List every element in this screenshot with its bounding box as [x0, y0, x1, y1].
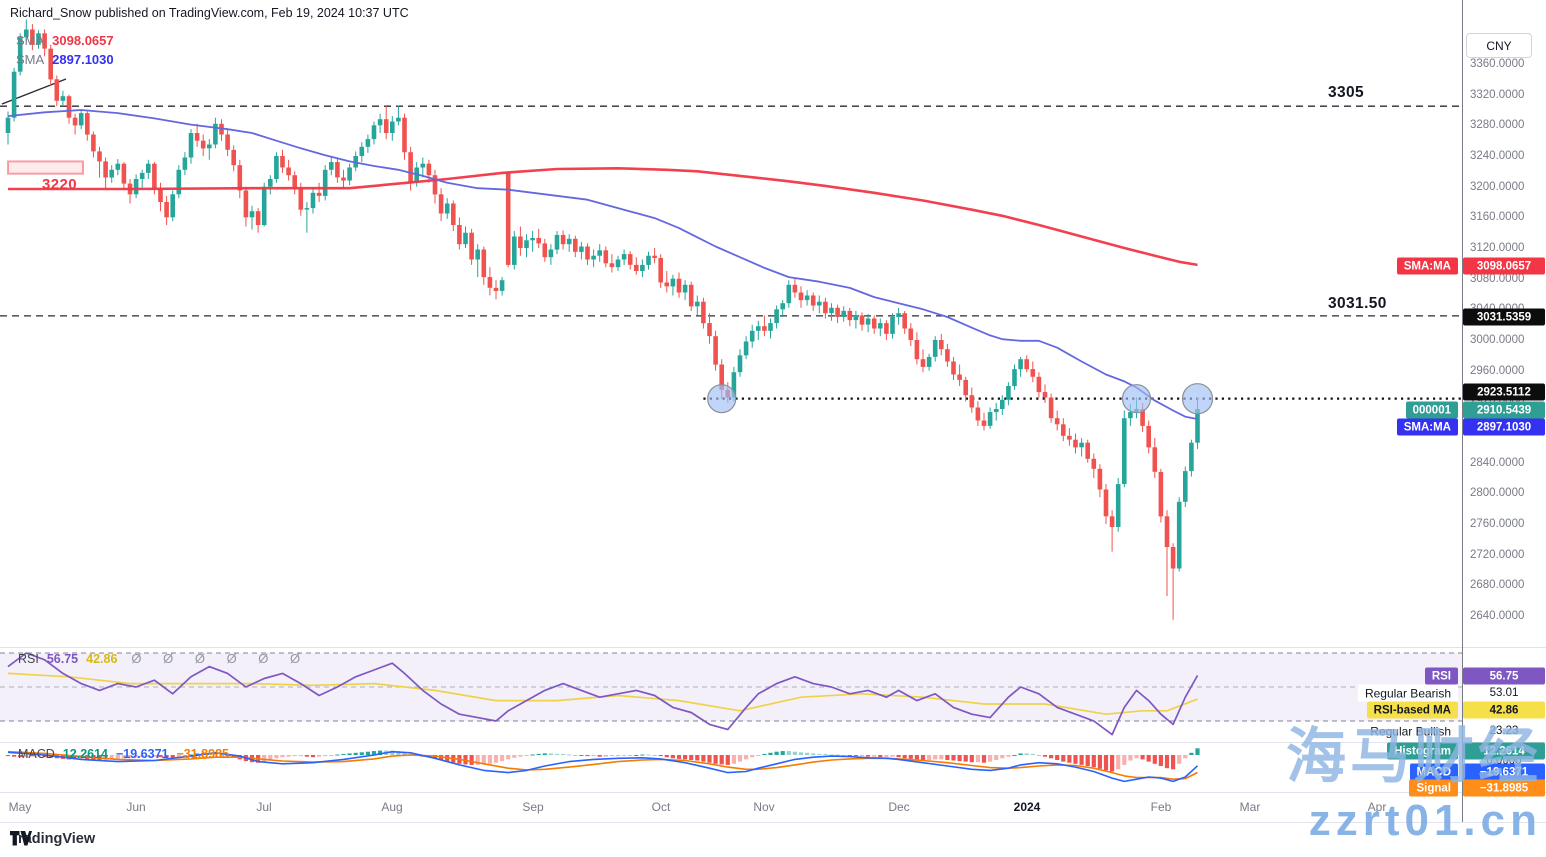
publish-byline: Richard_Snow published on TradingView.co… — [10, 6, 409, 20]
chart-canvas[interactable] — [0, 0, 1546, 822]
price-tick: 3360.0000 — [1470, 58, 1525, 70]
sma-blue-line — [7, 109, 1198, 420]
price-tick: 3160.0000 — [1470, 211, 1525, 224]
price-tick: 2840.0000 — [1470, 456, 1525, 469]
time-tick-dec: Dec — [888, 800, 910, 814]
price-tick: 2800.0000 — [1470, 487, 1525, 500]
time-tick-may: May — [8, 800, 32, 814]
price-tick: 3040.0000 — [1470, 303, 1525, 316]
rsi-line — [7, 652, 1199, 736]
price-tick: 2760.0000 — [1470, 518, 1525, 530]
rsi-title: RSI — [18, 652, 39, 666]
time-tick-apr: Apr — [1367, 800, 1387, 814]
macd-hist-value: 12.2614 — [62, 747, 108, 761]
price-tick: 2920.0000 — [1470, 395, 1525, 408]
sma-label: SMA — [16, 33, 45, 48]
price-tick: 3080.0000 — [1470, 272, 1525, 285]
highlight-circle — [1121, 384, 1152, 414]
tradingview-logo-icon — [10, 831, 32, 846]
macd-legend: MACD 12.2614 −19.6371 −31.8985 — [18, 747, 229, 761]
time-tick-mar: Mar — [1239, 800, 1261, 814]
price-tick: 2960.0000 — [1470, 364, 1525, 377]
level-label-3220: 3220 — [42, 176, 77, 193]
price-tick: 3240.0000 — [1470, 150, 1525, 162]
price-tick: 2720.0000 — [1470, 548, 1525, 561]
sma-red-line — [8, 167, 1198, 267]
rsi-ma-value: 42.86 — [86, 652, 118, 666]
footer-bar: TradingView — [0, 822, 1546, 857]
price-tick: 3120.0000 — [1470, 242, 1525, 254]
price-axis[interactable]: CNY 0.0000 3360.0000 3320.0000 3280.0000 32… — [1462, 0, 1546, 822]
rsi-value: 56.75 — [46, 652, 79, 666]
tradingview-logo[interactable]: TradingView — [10, 831, 95, 847]
rsi-legend: RSI 56.75 42.86 Ø Ø Ø Ø Ø Ø — [18, 651, 309, 666]
time-tick-oct: Oct — [651, 800, 671, 814]
sma-legend-blue: SMA 2897.1030 — [16, 52, 114, 67]
sma-legend-red: SMA 3098.0657 — [16, 33, 114, 48]
level-label-3031-50: 3031.50 — [1328, 295, 1387, 312]
level-label-3305: 3305 — [1328, 84, 1365, 101]
price-tick: 3320.0000 — [1470, 88, 1525, 101]
time-tick-jun: Jun — [126, 800, 146, 814]
macd-signal-value: −31.8985 — [176, 747, 229, 761]
sma-red-value: 3098.0657 — [52, 33, 114, 48]
price-tick: 3200.0000 — [1470, 180, 1525, 193]
macd-zero-tick: 0.0000 — [1486, 755, 1522, 767]
time-axis[interactable]: May Jun Jul Aug Sep Oct Nov Dec 2024 Feb Mar Apr — [0, 793, 1462, 822]
time-tick-2024: 2024 — [1013, 800, 1041, 814]
price-tick: 2880.0000 — [1470, 426, 1525, 438]
rsi-ma-line — [7, 672, 1198, 716]
tradingview-brand-text: TradingView — [10, 831, 96, 847]
price-tick: 3000.0000 — [1470, 334, 1525, 346]
time-tick-sep: Sep — [522, 800, 544, 814]
supply-zone — [7, 160, 84, 175]
time-tick-feb: Feb — [1150, 800, 1172, 814]
time-tick-aug: Aug — [381, 800, 403, 814]
currency-button[interactable]: CNY — [1466, 33, 1532, 58]
highlight-circle — [1181, 383, 1214, 415]
price-tick: 3280.0000 — [1470, 119, 1525, 132]
highlight-circle — [707, 384, 737, 414]
price-tick: 2640.0000 — [1470, 610, 1525, 622]
macd-line — [7, 750, 1199, 783]
hidden-value-icons: Ø Ø Ø Ø Ø Ø — [131, 651, 310, 666]
sma-blue-value: 2897.1030 — [52, 52, 114, 67]
sma-label: SMA — [16, 52, 45, 67]
price-tick: 2680.0000 — [1470, 579, 1525, 592]
time-tick-nov: Nov — [753, 800, 775, 814]
macd-line-value: −19.6371 — [116, 747, 169, 761]
macd-title: MACD — [18, 747, 55, 761]
time-tick-jul: Jul — [256, 800, 272, 814]
